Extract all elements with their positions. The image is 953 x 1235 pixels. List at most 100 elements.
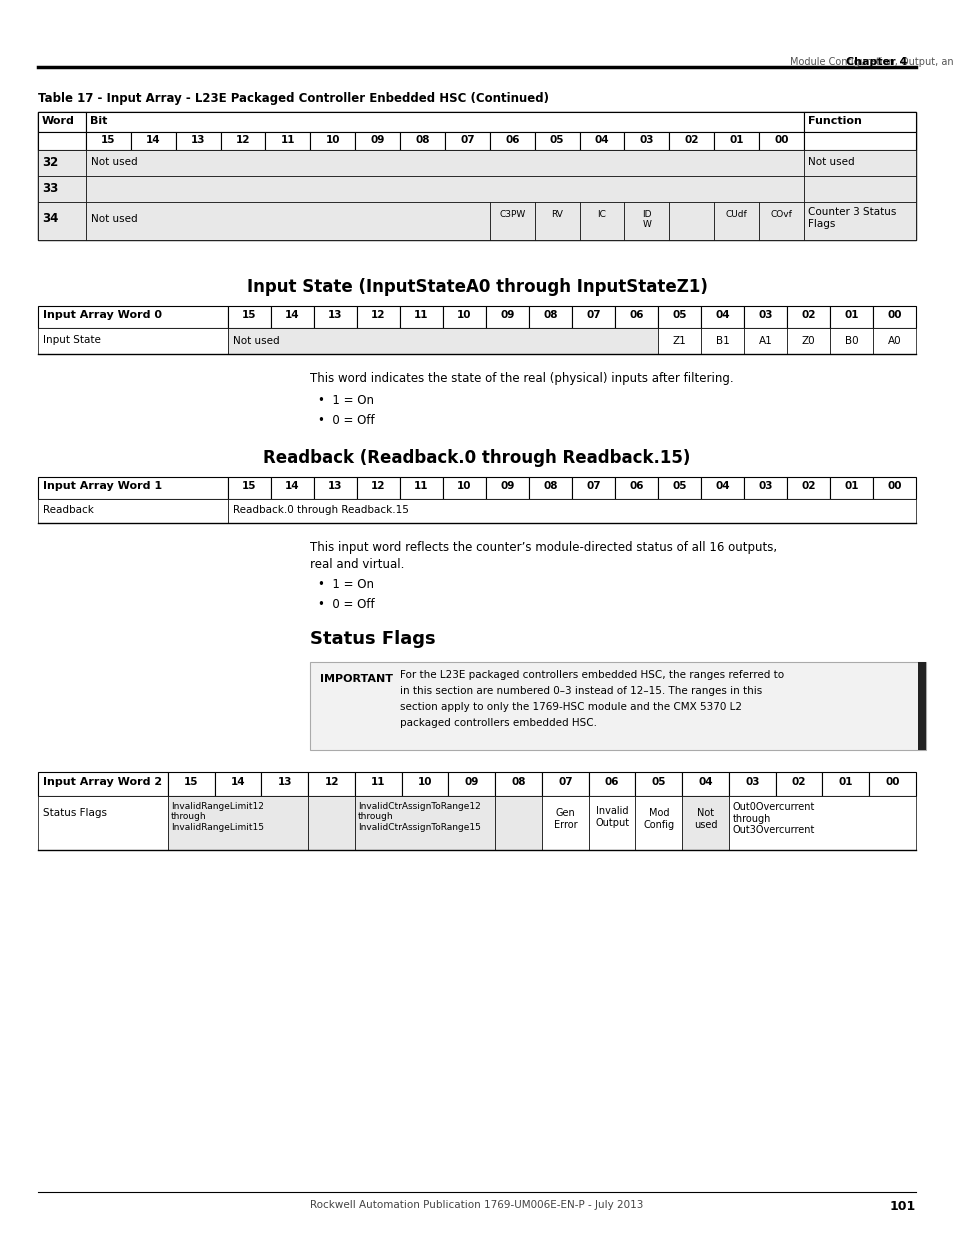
Bar	[228, 499, 915, 522]
Text: 07: 07	[585, 480, 600, 492]
Bar	[624, 132, 669, 149]
Bar	[700, 306, 743, 329]
Text: 09: 09	[499, 310, 515, 320]
Text: 05: 05	[549, 135, 564, 144]
Text: ID
W: ID W	[641, 210, 651, 230]
Text: section apply to only the 1769-HSC module and the CMX 5370 L2: section apply to only the 1769-HSC modul…	[399, 701, 741, 713]
Text: 10: 10	[456, 480, 471, 492]
Bar	[786, 477, 829, 499]
Text: 15: 15	[242, 480, 256, 492]
Bar	[714, 132, 759, 149]
Bar	[872, 306, 915, 329]
Bar	[168, 797, 308, 850]
Text: InvalidCtrAssignToRange12
through
InvalidCtrAssignToRange15: InvalidCtrAssignToRange12 through Invali…	[357, 802, 480, 832]
Bar	[355, 772, 401, 797]
Text: Bit: Bit	[90, 116, 108, 126]
Text: 03: 03	[758, 480, 772, 492]
Text: 03: 03	[758, 310, 772, 320]
Text: 09: 09	[464, 777, 478, 787]
Text: packaged controllers embedded HSC.: packaged controllers embedded HSC.	[399, 718, 597, 727]
Bar	[759, 203, 803, 240]
Bar	[399, 132, 444, 149]
Text: 08: 08	[542, 310, 558, 320]
Text: 11: 11	[414, 480, 428, 492]
Bar	[271, 477, 314, 499]
Text: 15: 15	[184, 777, 198, 787]
Text: Word: Word	[42, 116, 74, 126]
Bar	[829, 306, 872, 329]
Bar	[356, 477, 399, 499]
Bar	[38, 132, 86, 149]
Bar	[86, 132, 131, 149]
Text: 14: 14	[146, 135, 160, 144]
Bar	[579, 132, 624, 149]
Bar	[38, 329, 228, 354]
Text: •  1 = On: • 1 = On	[317, 394, 374, 408]
Text: 12: 12	[235, 135, 250, 144]
Text: Not used: Not used	[233, 336, 279, 346]
Bar	[743, 477, 786, 499]
Text: Mod
Config: Mod Config	[642, 808, 674, 830]
Text: Input Array Word 2: Input Array Word 2	[43, 777, 162, 787]
Bar	[872, 329, 915, 354]
Bar	[489, 203, 535, 240]
Bar	[829, 329, 872, 354]
Bar	[355, 132, 399, 149]
Text: 13: 13	[277, 777, 292, 787]
Bar	[728, 772, 775, 797]
Bar	[168, 772, 214, 797]
Text: Table 17 - Input Array - L23E Packaged Controller Enbedded HSC (Continued): Table 17 - Input Array - L23E Packaged C…	[38, 91, 548, 105]
Bar	[308, 797, 355, 850]
Text: 07: 07	[558, 777, 572, 787]
Text: Not
used: Not used	[693, 808, 717, 830]
Text: 11: 11	[371, 777, 385, 787]
Text: •  0 = Off: • 0 = Off	[317, 414, 375, 427]
Text: 03: 03	[639, 135, 654, 144]
Text: 12: 12	[371, 310, 385, 320]
Bar	[38, 112, 915, 240]
Text: 05: 05	[672, 480, 686, 492]
Text: in this section are numbered 0–3 instead of 12–15. The ranges in this: in this section are numbered 0–3 instead…	[399, 685, 761, 697]
Text: 12: 12	[324, 777, 338, 787]
Text: 08: 08	[415, 135, 430, 144]
Bar	[714, 203, 759, 240]
Bar	[917, 662, 925, 750]
Text: 00: 00	[886, 480, 901, 492]
Bar	[310, 662, 925, 750]
Bar	[444, 132, 489, 149]
Text: 02: 02	[801, 480, 815, 492]
Text: 07: 07	[585, 310, 600, 320]
Bar	[803, 112, 915, 132]
Text: 04: 04	[698, 777, 712, 787]
Text: 09: 09	[370, 135, 384, 144]
Text: 02: 02	[801, 310, 815, 320]
Text: B1: B1	[715, 336, 729, 346]
Bar	[588, 772, 635, 797]
Text: 00: 00	[774, 135, 788, 144]
Bar	[658, 329, 700, 354]
Text: 06: 06	[629, 310, 643, 320]
Text: InvalidRangeLimit12
through
InvalidRangeLimit15: InvalidRangeLimit12 through InvalidRange…	[171, 802, 264, 832]
Text: Not used: Not used	[91, 214, 137, 224]
Bar	[541, 772, 588, 797]
Bar	[314, 477, 356, 499]
Bar	[541, 797, 588, 850]
Bar	[529, 306, 572, 329]
Bar	[803, 203, 915, 240]
Text: Not used: Not used	[807, 157, 854, 167]
Text: 10: 10	[325, 135, 339, 144]
Bar	[535, 203, 579, 240]
Bar	[271, 306, 314, 329]
Text: Counter 3 Status
Flags: Counter 3 Status Flags	[807, 207, 896, 228]
Text: 15: 15	[101, 135, 115, 144]
Bar	[803, 149, 915, 177]
Bar	[728, 797, 915, 850]
Bar	[868, 772, 915, 797]
Bar	[86, 203, 489, 240]
Text: Chapter 4: Chapter 4	[844, 57, 906, 67]
Bar	[220, 132, 265, 149]
Text: This word indicates the state of the real (physical) inputs after filtering.: This word indicates the state of the rea…	[310, 372, 733, 385]
Bar	[743, 329, 786, 354]
Bar	[38, 149, 86, 177]
Bar	[700, 477, 743, 499]
